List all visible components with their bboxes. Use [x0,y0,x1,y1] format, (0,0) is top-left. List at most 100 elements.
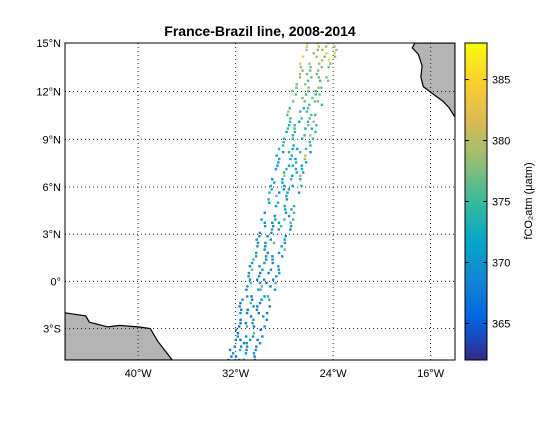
fco2-point [263,221,266,224]
fco2-point [287,188,291,191]
fco2-point [305,110,309,113]
fco2-point [275,154,278,157]
fco2-point [261,335,264,338]
fco2-point [292,211,296,214]
fco2-point [236,332,240,335]
fco2-point [304,93,308,96]
fco2-point [255,345,258,348]
fco2-point [296,147,299,151]
fco2-point [245,288,248,291]
fco2-point [230,355,233,358]
longitude-tick-label: 24°W [320,368,348,380]
fco2-point [294,167,298,171]
fco2-point [232,352,235,355]
fco2-point [250,261,254,265]
fco2-point [252,258,255,261]
fco2-point [261,268,264,271]
fco2-point [306,43,309,45]
fco2-point [317,45,320,48]
fco2-point [253,355,256,358]
fco2-point [308,140,312,144]
fco2-point [284,211,288,214]
fco2-point [267,271,270,275]
fco2-point [293,130,297,134]
fco2-point [305,48,308,52]
fco2-point [314,89,317,93]
fco2-point [264,245,267,248]
fco2-point [269,184,272,188]
fco2-point [246,285,249,288]
fco2-point [258,281,262,285]
fco2-point [255,308,259,311]
fco2-point [299,151,302,154]
colorbar-ticks: 365 370 375 380 385 [465,75,510,330]
map-frame [64,42,456,361]
fco2-point [277,161,280,164]
fco2-point [239,311,242,315]
fco2-point [272,241,276,245]
fco2-point [275,275,278,278]
fco2-point [242,342,246,345]
fco2-point [256,245,259,248]
fco2-point [320,103,324,106]
fco2-point [242,358,245,360]
fco2-point [301,69,304,72]
fco2-point [236,335,239,338]
fco2-point [300,117,303,120]
fco2-point [277,221,281,224]
fco2-point [228,348,232,352]
latitude-tick-label: 12°N [36,86,61,98]
fco2-point [313,100,317,103]
fco2-point [291,184,294,188]
fco2-point [274,167,278,171]
fco2-point [290,154,293,157]
fco2-point [309,65,312,69]
fco2-point [320,86,323,89]
fco2-point [302,171,305,174]
fco2-point [239,318,242,321]
fco2-point [240,308,243,311]
fco2-point [258,342,262,345]
fco2-point [246,308,249,311]
fco2-point [309,144,312,147]
fco2-point [316,43,319,45]
fco2-point [302,107,306,110]
fco2-point [265,318,268,321]
fco2-point [325,76,328,79]
fco2-point [291,137,294,140]
fco2-point [305,45,308,48]
fco2-point [283,184,286,188]
fco2-point [278,271,281,275]
fco2-point [303,134,306,137]
fco2-point [273,288,277,291]
fco2-point [263,211,266,214]
fco2-point [291,147,294,151]
fco2-point [310,113,313,117]
fco2-point [306,107,310,110]
fco2-point [251,335,255,338]
fco2-point [289,228,292,231]
fco2-point [254,348,257,352]
fco2-point [295,161,298,164]
fco2-point [266,295,270,298]
fco2-point [264,241,267,245]
fco2-point [259,271,262,275]
fco2-point [259,328,262,331]
fco2-point [287,164,291,167]
fco2-point [281,144,285,147]
fco2-point [335,48,338,52]
fco2-point [306,79,310,83]
fco2-point [265,281,268,285]
fco2-point [250,268,254,271]
fco2-point [293,127,296,130]
fco2-point [284,208,287,211]
fco2-point [260,285,263,288]
fco2-point [273,214,276,218]
fco2-point [258,231,261,235]
fco2-point [245,348,248,352]
fco2-point [252,318,255,321]
fco2-point [274,218,277,221]
fco2-point [277,251,281,255]
fco2-point [297,191,301,194]
fco2-point [299,110,302,113]
